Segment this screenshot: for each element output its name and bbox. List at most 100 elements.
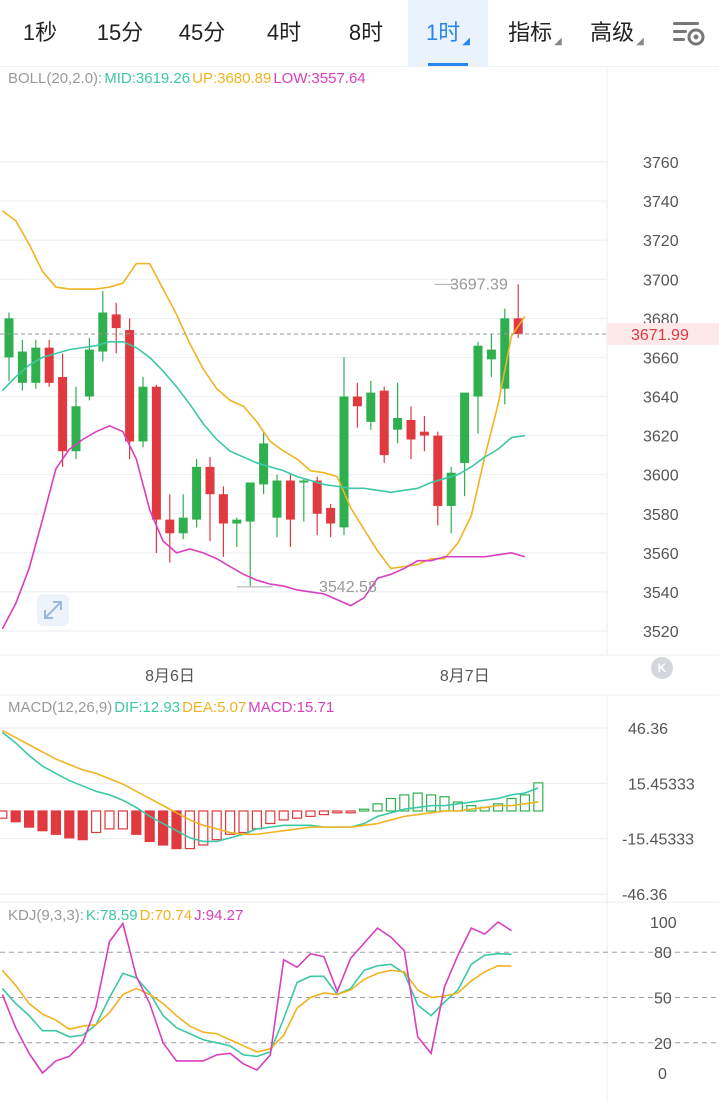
x-tick-label: 8月7日 bbox=[440, 668, 490, 685]
y-tick-label: -15.45333 bbox=[622, 832, 694, 849]
tab-15m[interactable]: 15分 bbox=[80, 0, 160, 66]
candle bbox=[460, 392, 470, 463]
candle bbox=[299, 480, 309, 483]
macd-bar bbox=[225, 810, 236, 835]
macd-bar bbox=[198, 810, 209, 846]
candle bbox=[312, 480, 322, 514]
tab-indicators[interactable]: 指标 ◢ bbox=[496, 0, 574, 66]
macd-bar bbox=[90, 810, 102, 834]
candle bbox=[205, 466, 215, 495]
macd-bar bbox=[345, 810, 356, 814]
timeframe-tab-bar: 1秒 15分 45分 4时 8时 1时 ◢ 指标 ◢ 高级 ◢ bbox=[0, 0, 719, 67]
macd-bar bbox=[332, 810, 343, 814]
candle bbox=[500, 318, 510, 389]
macd-legend: MACD(12,26,9) DIF:12.93 DEA:5.07 MACD:15.71 bbox=[8, 699, 336, 716]
macd-macd-value: MACD:15.71 bbox=[248, 699, 335, 716]
kdj-k-value: K:78.59 bbox=[85, 907, 138, 924]
tab-label: 45分 bbox=[178, 20, 226, 45]
current-price-tag bbox=[607, 322, 719, 345]
tab-label: 15分 bbox=[96, 20, 144, 45]
macd-bar bbox=[251, 810, 262, 830]
collapse-panel-icon[interactable]: K bbox=[651, 657, 673, 679]
macd-bar bbox=[211, 810, 222, 841]
candle bbox=[379, 390, 389, 456]
macd-bar bbox=[278, 810, 289, 821]
chart-canvas[interactable]: 3760374037203700368036603640362036003580… bbox=[0, 66, 719, 1102]
fullscreen-expand-icon[interactable] bbox=[37, 594, 69, 626]
kdj-j-value: J:94.27 bbox=[194, 907, 244, 924]
active-tab-indicator bbox=[428, 63, 468, 66]
candle bbox=[4, 318, 14, 358]
candle bbox=[218, 494, 228, 524]
candle bbox=[433, 435, 443, 506]
y-tick-label: 3600 bbox=[643, 468, 679, 485]
y-tick-label: 20 bbox=[654, 1036, 672, 1053]
macd-bar bbox=[117, 810, 129, 830]
candle bbox=[31, 347, 41, 383]
boll-mid-value: MID:3619.26 bbox=[104, 70, 191, 87]
candle bbox=[71, 406, 81, 452]
macd-dea-value: DEA:5.07 bbox=[182, 699, 247, 716]
boll-legend: BOLL(20,2.0): MID:3619.26 UP:3680.89 LOW:35… bbox=[8, 70, 368, 87]
y-tick-label: 46.36 bbox=[628, 721, 668, 738]
tab-1s[interactable]: 1秒 bbox=[0, 0, 80, 66]
candle bbox=[272, 480, 282, 518]
high-price-annotation: 3697.39 bbox=[450, 276, 508, 293]
macd-bar bbox=[426, 794, 437, 812]
candle bbox=[111, 314, 121, 329]
macd-bar bbox=[385, 797, 396, 812]
y-tick-label: 3620 bbox=[643, 429, 679, 446]
kdj-legend-name: KDJ(9,3,3): bbox=[8, 907, 84, 924]
tab-label: 1秒 bbox=[22, 20, 58, 45]
macd-bar bbox=[372, 803, 383, 812]
candle bbox=[138, 386, 148, 442]
macd-bar bbox=[158, 810, 169, 846]
boll-low-line bbox=[1, 424, 526, 630]
macd-dif-value: DIF:12.93 bbox=[114, 699, 181, 716]
macd-bar bbox=[131, 810, 142, 835]
candle bbox=[419, 431, 429, 436]
boll-up-line bbox=[1, 210, 526, 570]
macd-bar bbox=[10, 810, 21, 823]
kdj-j-line bbox=[1, 920, 512, 1075]
macd-bar bbox=[493, 803, 504, 812]
chart-settings-icon[interactable] bbox=[671, 17, 705, 49]
y-tick-label: 3760 bbox=[643, 155, 679, 172]
tab-1h[interactable]: 1时 ◢ bbox=[408, 0, 488, 66]
macd-bar bbox=[412, 792, 423, 812]
x-tick-label: 8月6日 bbox=[145, 668, 195, 685]
tab-8h[interactable]: 8时 bbox=[324, 0, 408, 66]
boll-legend-name: BOLL(20,2.0): bbox=[8, 70, 103, 87]
tab-label: 指标 bbox=[508, 20, 553, 45]
candle bbox=[58, 376, 68, 452]
macd-bar bbox=[50, 810, 62, 835]
y-tick-label: 15.45333 bbox=[628, 776, 695, 793]
y-tick-label: 3720 bbox=[643, 233, 679, 250]
candle bbox=[178, 517, 188, 534]
y-tick-label: -46.36 bbox=[622, 887, 667, 904]
macd-bar bbox=[104, 810, 115, 830]
y-tick-label: 0 bbox=[658, 1066, 667, 1083]
candle bbox=[125, 330, 135, 442]
tab-label: 8时 bbox=[348, 20, 384, 45]
y-tick-label: 50 bbox=[654, 991, 672, 1008]
candle bbox=[192, 466, 202, 520]
y-tick-label: 3700 bbox=[643, 272, 679, 289]
tab-45m[interactable]: 45分 bbox=[160, 0, 244, 66]
candle bbox=[245, 482, 255, 522]
tab-label: 4时 bbox=[266, 20, 302, 45]
tab-advanced[interactable]: 高级 ◢ bbox=[578, 0, 656, 66]
macd-bar bbox=[265, 810, 276, 825]
candle bbox=[98, 312, 108, 352]
kdj-d-line bbox=[1, 964, 512, 1053]
y-tick-label: 100 bbox=[650, 915, 677, 932]
macd-bar bbox=[0, 810, 8, 819]
tab-4h[interactable]: 4时 bbox=[244, 0, 324, 66]
y-tick-label: 3540 bbox=[643, 585, 679, 602]
candle bbox=[259, 443, 269, 485]
macd-bar bbox=[305, 810, 316, 817]
candle bbox=[84, 349, 94, 397]
candle bbox=[339, 396, 349, 528]
candle bbox=[285, 480, 295, 520]
macd-bar bbox=[359, 808, 370, 812]
